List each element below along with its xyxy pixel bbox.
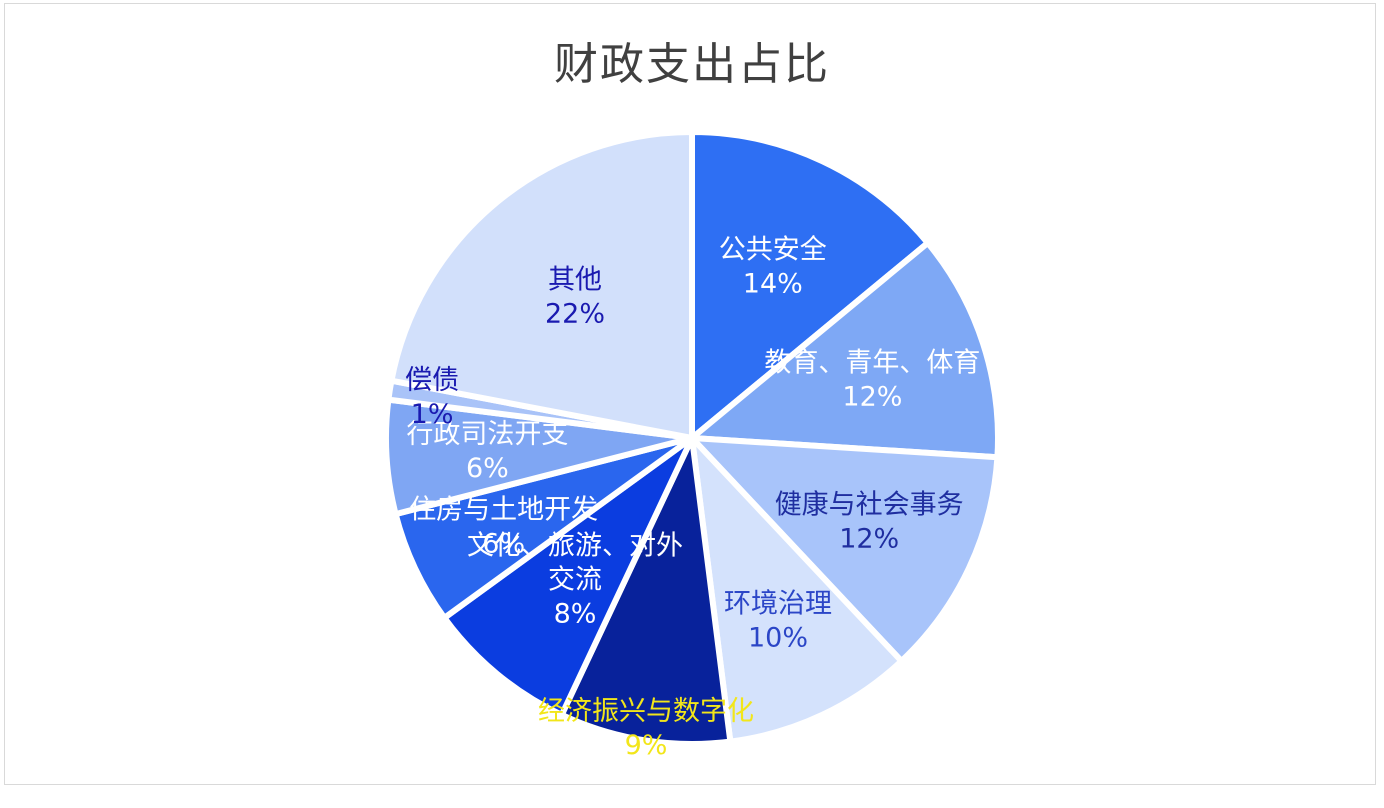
slice-name: 健康与社会事务: [775, 489, 964, 520]
slice-percent: 1%: [411, 399, 454, 430]
slice-percent: 10%: [748, 623, 808, 654]
pie-slice: [689, 435, 1001, 665]
slice-percent: 12%: [842, 381, 902, 412]
slice-name: 住房与土地开发: [409, 495, 598, 526]
slice-name: 偿债: [405, 365, 459, 396]
slice-percent: 12%: [839, 523, 899, 554]
slice-label: 其他 22%: [545, 265, 605, 330]
slice-label: 健康与社会事务 12%: [775, 489, 964, 554]
slice-label: 行政司法开支 6%: [406, 419, 568, 484]
slice-name: 经济振兴与数字化: [538, 696, 754, 727]
pie-slice: [558, 435, 734, 747]
slice-label: 教育、青年、体育 12%: [764, 347, 980, 412]
slice-name: 交流: [548, 565, 602, 596]
chart-title: 财政支出占比: [554, 39, 830, 90]
pie-slice: [689, 435, 905, 745]
slice-label: 环境治理 10%: [724, 589, 832, 654]
slice-percent: 14%: [743, 268, 803, 299]
slice-name: 文化、旅游、对外: [467, 531, 683, 562]
pie-slice: [689, 239, 1001, 461]
slice-label: 公共安全 14%: [719, 234, 827, 299]
pie-slice: [441, 435, 695, 718]
slice-label: 经济振兴与数字化 9%: [538, 696, 754, 761]
slice-percent: 22%: [545, 299, 605, 330]
slice-label: 文化、旅游、对外交流 8%: [467, 531, 683, 630]
slice-name: 环境治理: [724, 589, 832, 620]
slice-label: 偿债 1%: [405, 365, 459, 430]
slice-name: 行政司法开支: [406, 419, 568, 450]
slice-percent: 6%: [482, 529, 525, 560]
slice-percent: 6%: [466, 453, 509, 484]
slice-name: 公共安全: [719, 234, 827, 265]
slice-percent: 8%: [554, 599, 597, 630]
slice-name: 教育、青年、体育: [764, 347, 980, 378]
pie-slice: [689, 129, 931, 441]
slice-label: 住房与土地开发 6%: [409, 495, 598, 560]
slice-name: 其他: [548, 265, 602, 296]
pie-slice: [388, 129, 695, 441]
slice-percent: 9%: [625, 730, 668, 761]
